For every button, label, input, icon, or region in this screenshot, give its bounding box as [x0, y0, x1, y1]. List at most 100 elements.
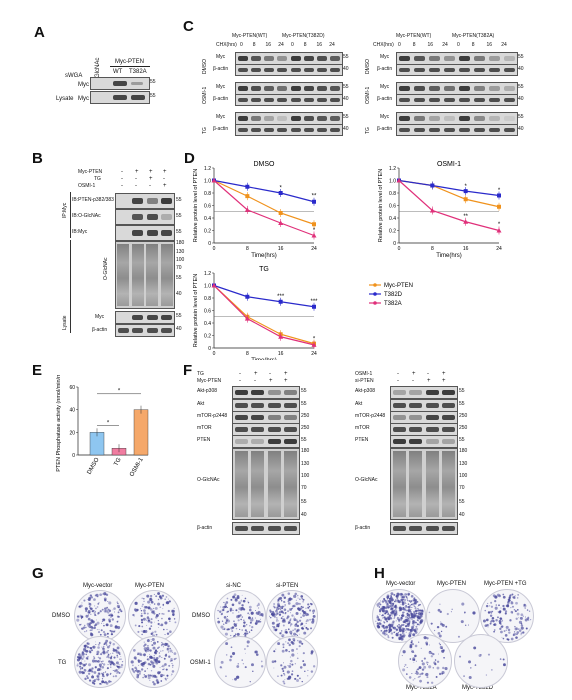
- f-blot-band: [392, 390, 406, 395]
- c-row-actin: β-actin: [213, 66, 229, 72]
- c-mw-r: 55: [518, 54, 524, 60]
- b-mw-lys2: 55: [176, 313, 182, 319]
- f-blot-band: [442, 415, 455, 420]
- b-ip-blot-band: [161, 197, 173, 205]
- d-legend-label: T382D: [384, 292, 403, 298]
- c-group-label-r: TG: [365, 127, 371, 134]
- f-sign: +: [442, 371, 446, 377]
- b-sign: -: [135, 176, 137, 182]
- f-ogn-blot-lane: [267, 451, 281, 517]
- g-dish-pten-dmso-colonies: [132, 592, 177, 640]
- c-left-actin-blot: [235, 64, 343, 76]
- d-point: [430, 183, 435, 188]
- d-series-line: [213, 179, 315, 203]
- c-right-actin-blot-band: [443, 97, 456, 103]
- myc-label-2: Myc: [78, 96, 89, 102]
- d-point: [463, 189, 468, 194]
- g-dish-sipten-osmi-colonies: [271, 637, 316, 685]
- d-ylabel: Relative protein level of PTEN: [193, 169, 199, 242]
- f-sign: -: [239, 378, 241, 384]
- f-blot-band: [392, 403, 406, 408]
- f-mw: 250: [301, 413, 310, 419]
- c-right-actin-blot-band: [458, 97, 471, 103]
- c-left-actin-blot-band: [277, 97, 288, 103]
- d-point: [245, 294, 250, 299]
- c-left-myc-blot-band: [264, 86, 275, 91]
- h-dish-t382d: [454, 634, 508, 688]
- b-ogn-blot-lane: [160, 244, 173, 306]
- c-right-actin-blot-band: [428, 127, 441, 133]
- d-point: [312, 222, 316, 227]
- b-ogn-label: O-GlcNAc: [103, 257, 109, 281]
- d-point: [245, 194, 250, 199]
- g-col-myc-pten: Myc-PTEN: [135, 583, 164, 589]
- d-xtick: 8: [246, 246, 249, 252]
- f-row-label: Akt: [197, 401, 205, 407]
- f-actin-label: β-actin: [355, 525, 371, 531]
- b-sign: +: [135, 169, 139, 175]
- b-cond-label: OSMI-1: [78, 183, 96, 189]
- c-group-label-r: DMSO: [365, 59, 371, 74]
- d-ytick: 0: [208, 241, 211, 247]
- g-row-osmi: OSMI-1: [190, 660, 211, 666]
- c-left-myc-blot-band: [277, 116, 288, 121]
- f-sign: +: [269, 378, 273, 384]
- f-sign: +: [254, 371, 258, 377]
- d-annotation: *: [498, 188, 501, 194]
- f-row-label: mTOR: [197, 425, 212, 431]
- d-annotation: *: [464, 184, 467, 190]
- b-mw-lys: 40: [176, 291, 182, 297]
- c-left-actin-blot-band: [303, 67, 314, 73]
- b-ip-bracket: [70, 192, 71, 238]
- f-blot: [390, 411, 458, 424]
- d-series-line: [398, 179, 500, 197]
- f-actin-blot-band: [442, 526, 455, 531]
- c-right-myc-blot-band: [503, 56, 516, 61]
- c-right-myc-blot-band: [443, 116, 456, 121]
- f-blot-band: [267, 390, 281, 395]
- g-dish-vector-dmso: [74, 590, 126, 642]
- c-right-myc-blot-band: [398, 56, 411, 61]
- b-sign: -: [121, 183, 123, 189]
- c-right-actin-blot-band: [473, 127, 486, 133]
- c-right-actin-blot-band: [473, 67, 486, 73]
- c-left-myc-blot-band: [250, 56, 261, 61]
- chx-time: 16: [265, 42, 272, 48]
- d-ytick: 0.4: [389, 216, 396, 222]
- chx-time: 16: [427, 42, 434, 48]
- f-row-label: Akt: [355, 401, 363, 407]
- f-mw-ogn: 130: [301, 461, 310, 467]
- chx-time: 24: [278, 42, 284, 48]
- f-mw-ogn: 55: [301, 499, 307, 505]
- b-ogn-blot-lane: [131, 244, 144, 306]
- b-ip-blot-band: [146, 229, 158, 237]
- d-ytick: 0.6: [204, 309, 211, 315]
- c-right-times: 0 8 16 24 0 8 16 24: [396, 43, 514, 49]
- b-mw-lys2: 40: [176, 326, 182, 332]
- c-right-actin-blot-band: [488, 67, 501, 73]
- e-ytick: 20: [69, 430, 75, 436]
- b-lysate-bracket: [70, 240, 71, 333]
- h-dish-vector-colonies: [375, 592, 424, 641]
- c-left-actin-blot-band: [277, 127, 288, 133]
- chx-time: 8: [471, 42, 475, 48]
- c-right-actin-blot-band: [428, 67, 441, 73]
- t382a-label: T382A: [129, 69, 147, 75]
- f-ogn-blot-lane: [392, 451, 406, 517]
- g-dish-sinc-dmso-colonies: [217, 593, 264, 639]
- c-right-myc-blot-band: [443, 56, 456, 61]
- f-mw-ogn: 180: [459, 448, 468, 454]
- f-mw: 250: [459, 413, 468, 419]
- c-right-actin-blot: [396, 94, 518, 106]
- f-blot-band: [409, 439, 422, 444]
- f-mw-ogn: 55: [459, 499, 465, 505]
- b-ip-blot-band: [132, 213, 144, 221]
- b-cond-label: TG: [94, 176, 101, 182]
- b-mw-lys: 130: [176, 249, 185, 255]
- c-left-myc-blot-band: [317, 56, 328, 61]
- d-xtick: 16: [463, 246, 469, 252]
- d-ytick: 0.2: [389, 229, 396, 235]
- c-left-actin-blot-band: [264, 97, 275, 103]
- g-dish-vector-dmso-colonies: [76, 592, 123, 640]
- g-dish-pten-tg-colonies: [130, 638, 177, 686]
